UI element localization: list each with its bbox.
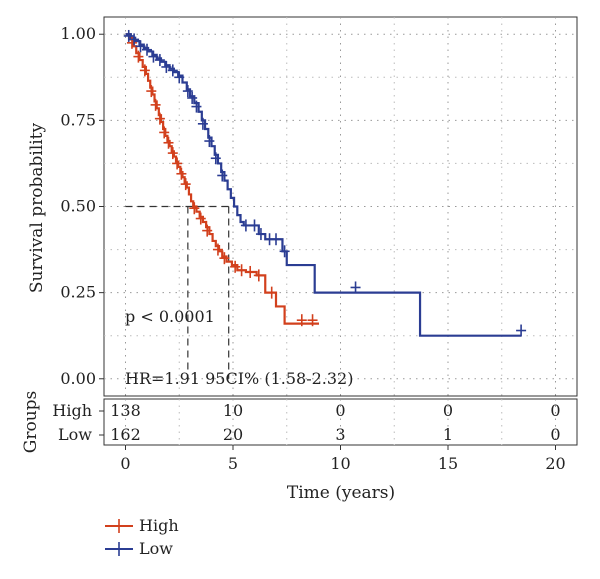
y-tick-label: 1.00 (60, 24, 96, 43)
censor-mark-low (210, 152, 221, 165)
pvalue-annotation: p < 0.0001 (125, 307, 215, 326)
y-tick-label: 0.00 (60, 369, 96, 388)
y-tick-label: 0.25 (60, 283, 96, 302)
hr-annotation: HR=1.91 95CI% (1.58-2.32) (125, 369, 353, 388)
censor-mark-high (266, 286, 277, 299)
censor-mark-high (307, 314, 318, 327)
censor-mark-high (146, 85, 157, 98)
y-axis-title: Survival probability (27, 122, 47, 293)
risk-count: 1 (443, 425, 453, 444)
censor-mark-low (154, 54, 165, 67)
x-axis-title: Time (years) (287, 483, 395, 503)
legend-item-low: Low (105, 539, 173, 558)
censor-mark-high (133, 50, 144, 63)
censor-mark-low (197, 117, 208, 130)
censor-mark-low (123, 29, 134, 42)
y-tick-label: 0.75 (60, 110, 96, 129)
risk-count: 0 (550, 425, 560, 444)
risk-count: 138 (110, 401, 141, 420)
censor-mark-high (195, 212, 206, 225)
legend: High Low (105, 516, 179, 558)
censor-mark-high (172, 157, 183, 170)
censor-mark-high (202, 224, 213, 237)
censor-mark-low (129, 33, 140, 46)
censor-mark-low (240, 219, 251, 232)
risk-count: 10 (223, 401, 243, 420)
censor-mark-high (139, 64, 150, 77)
censor-mark-low (217, 169, 228, 182)
censor-marks (123, 29, 527, 337)
risk-count: 0 (335, 401, 345, 420)
risk-table-title: Groups (21, 391, 41, 454)
median-lines (125, 205, 230, 379)
censor-mark-high (212, 243, 223, 256)
censor-mark-low (350, 281, 361, 294)
y-axis: 0.00 0.25 0.50 0.75 1.00 (60, 24, 104, 388)
risk-count: 162 (110, 425, 141, 444)
censor-mark-low (271, 233, 281, 246)
x-tick-label: 10 (330, 454, 350, 473)
censor-mark-high (236, 264, 247, 277)
censor-mark-high (163, 136, 174, 149)
risk-row-label-low: Low (58, 425, 92, 444)
censor-mark-high (167, 147, 178, 160)
x-axis: 0 5 10 15 20 (120, 445, 566, 473)
censor-mark-high (150, 98, 161, 111)
censor-mark-low (516, 324, 527, 337)
legend-label: High (139, 516, 179, 535)
censor-mark-low (148, 50, 159, 63)
censor-mark-high (159, 126, 170, 139)
x-tick-label: 15 (438, 454, 458, 473)
censor-mark-high (189, 202, 200, 215)
censor-mark-high (219, 252, 230, 265)
censor-mark-low (135, 40, 146, 53)
risk-count: 3 (335, 425, 345, 444)
censor-mark-low (174, 71, 185, 84)
censor-mark-low (182, 85, 193, 98)
x-tick-label: 0 (120, 454, 130, 473)
censor-mark-low (249, 219, 260, 232)
censor-mark-high (230, 260, 241, 273)
censor-mark-low (191, 100, 202, 113)
series-line-high (125, 33, 319, 325)
risk-row-label-high: High (52, 401, 92, 420)
x-tick-label: 20 (545, 454, 565, 473)
censor-mark-high (245, 265, 256, 278)
legend-label: Low (139, 539, 173, 558)
censor-mark-low (167, 64, 178, 77)
censor-mark-low (279, 245, 290, 258)
legend-item-high: High (105, 516, 179, 535)
censor-mark-low (204, 135, 215, 148)
x-tick-label: 5 (228, 454, 238, 473)
censor-mark-high (296, 314, 307, 327)
risk-count: 20 (223, 425, 243, 444)
censor-mark-low (255, 228, 266, 241)
y-tick-label: 0.50 (60, 197, 96, 216)
censor-mark-high (253, 269, 264, 282)
censor-mark-high (154, 112, 165, 125)
censor-mark-low (161, 60, 172, 73)
censor-mark-low (187, 91, 198, 104)
censor-mark-high (180, 178, 191, 191)
censor-mark-low (142, 43, 152, 56)
risk-table-grid (125, 399, 556, 445)
risk-count: 0 (443, 401, 453, 420)
censor-mark-high (176, 167, 187, 180)
risk-count: 0 (550, 401, 560, 420)
